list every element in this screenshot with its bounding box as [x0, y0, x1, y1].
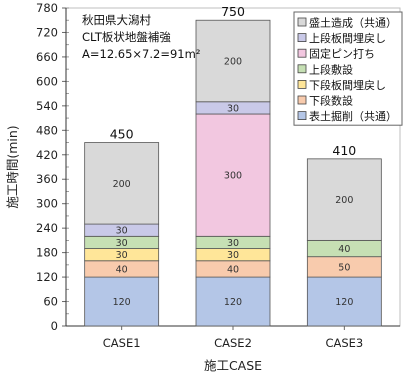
bar-value-label: 40: [227, 264, 239, 275]
bar-value-label: 30: [227, 250, 239, 261]
bar-total-label: 750: [221, 4, 245, 19]
legend-label: 下段数設: [309, 94, 353, 108]
bar-value-label: 200: [224, 57, 242, 68]
legend-label: 表土掘削（共通）: [309, 109, 397, 123]
y-tick-label: 120: [36, 270, 58, 284]
legend-label: 固定ピン打ち: [309, 47, 375, 61]
legend-swatch: [297, 64, 307, 74]
annotation-line: 秋田県大潟村: [82, 13, 151, 27]
legend-label: 盛土造成（共通）: [309, 16, 397, 30]
bar-total-label: 410: [332, 143, 356, 158]
legend-swatch: [297, 95, 307, 105]
bar-value-label: 200: [335, 195, 353, 206]
bar-value-label: 200: [113, 179, 131, 190]
legend-swatch: [297, 111, 307, 120]
bar-segment: [306, 158, 382, 241]
y-tick-label: 360: [36, 172, 58, 186]
legend-swatch: [297, 33, 307, 42]
y-tick-label: 300: [36, 197, 58, 211]
y-tick-label: 0: [51, 319, 58, 333]
y-tick-label: 540: [36, 99, 58, 113]
bar-segment: [306, 276, 382, 327]
bar-segment: [195, 113, 271, 237]
bar-value-label: 50: [338, 262, 350, 273]
x-tick-label: CASE1: [103, 336, 141, 350]
legend-label: 上段板間埋戻し: [309, 31, 386, 45]
bar-value-label: 300: [224, 171, 242, 182]
legend-swatch: [297, 80, 307, 89]
x-axis-title: 施工CASE: [204, 358, 262, 373]
bar-value-label: 30: [227, 238, 239, 249]
y-tick-label: 600: [36, 74, 58, 88]
legend-swatch: [297, 48, 307, 58]
x-tick-label: CASE3: [325, 336, 363, 350]
y-tick-label: 660: [36, 50, 58, 64]
bar-value-label: 120: [335, 297, 353, 308]
y-tick-label: 180: [36, 246, 58, 260]
bar-value-label: 30: [116, 238, 128, 249]
y-tick-label: 420: [36, 148, 58, 162]
legend-label: 下段板間埋戻し: [309, 78, 386, 92]
annotation-line: CLT板状地盤補強: [82, 30, 171, 44]
y-axis-title: 施工時間(min): [5, 125, 20, 208]
bar-value-label: 40: [116, 264, 128, 275]
y-tick-label: 780: [36, 1, 58, 15]
bar-value-label: 120: [224, 297, 242, 308]
bar-total-label: 450: [110, 127, 134, 142]
y-tick-label: 480: [36, 123, 58, 137]
legend-swatch: [297, 17, 307, 27]
bar-segment: [84, 142, 160, 225]
legend-box: [293, 11, 403, 126]
y-tick-label: 60: [43, 295, 58, 309]
bar-value-label: 30: [116, 226, 128, 237]
legend-label: 上段敷設: [309, 62, 353, 76]
x-tick-label: CASE2: [214, 336, 252, 350]
bar-segment: [195, 19, 271, 103]
bar-value-label: 120: [113, 297, 131, 308]
bar-value-label: 30: [227, 103, 239, 114]
annotation-line: A=12.65×7.2=91m²: [82, 47, 200, 61]
bar-segment: [84, 276, 160, 327]
y-tick-label: 720: [36, 25, 58, 39]
bar-value-label: 30: [116, 250, 128, 261]
y-tick-label: 240: [36, 221, 58, 235]
bar-value-label: 40: [338, 244, 350, 255]
